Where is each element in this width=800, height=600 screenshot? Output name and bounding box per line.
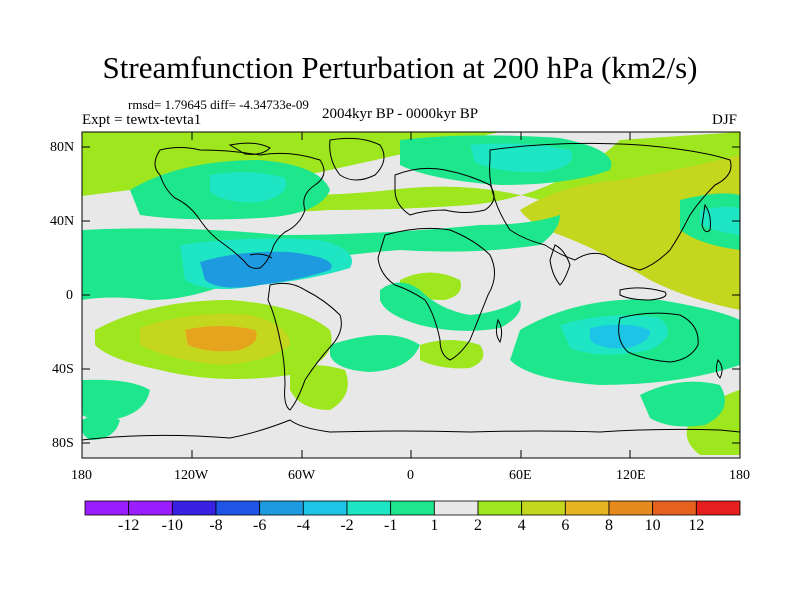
colorbar-label: -8 xyxy=(209,517,223,534)
neg-tropical-pacific-core xyxy=(200,251,332,288)
colorbar-swatch xyxy=(84,500,130,516)
lon-label-120w: 120W xyxy=(174,468,209,483)
colorbar-label: -1 xyxy=(383,517,398,534)
coast-africa xyxy=(377,227,495,361)
coast-europe xyxy=(394,167,495,216)
colorbar-label: -12 xyxy=(117,517,140,534)
lon-label-60e: 60E xyxy=(509,468,532,483)
colorbar-swatch xyxy=(346,500,392,516)
pos-s-pacific-core xyxy=(185,326,257,352)
colorbar-swatch xyxy=(695,500,741,516)
lon-label-0: 0 xyxy=(407,468,414,483)
colorbar-swatch xyxy=(608,500,654,516)
colorbar-swatch xyxy=(390,500,435,516)
neg-n-america-core xyxy=(210,172,287,203)
pos-s-africa xyxy=(420,340,484,369)
colorbar-swatch xyxy=(564,500,610,516)
colorbar-label: 6 xyxy=(561,517,570,534)
coastlines xyxy=(82,137,740,441)
lat-label-80s: 80S xyxy=(52,436,74,451)
pos-s-america xyxy=(290,365,348,410)
coast-asia xyxy=(489,142,732,271)
lat-label-eq: 0 xyxy=(66,288,73,303)
colorbar-swatch xyxy=(171,500,217,516)
coast-india xyxy=(549,244,571,286)
colorbar-swatch xyxy=(652,500,697,516)
lon-label-120e: 120E xyxy=(616,468,646,483)
coast-antarctica xyxy=(82,419,740,441)
axis-ticks xyxy=(81,132,741,458)
coast-caribbean xyxy=(249,253,273,259)
neg-s-atlantic xyxy=(330,335,420,372)
map-title: Streamfunction Perturbation at 200 hPa (… xyxy=(102,50,698,85)
lon-label-180e: 180 xyxy=(729,468,750,483)
colorbar-label: -2 xyxy=(340,517,354,534)
coast-north-america xyxy=(154,147,325,269)
neg-indian-peak xyxy=(590,324,651,349)
period-label: 2004kyr BP - 0000kyr BP xyxy=(322,106,479,122)
colorbar-label: 8 xyxy=(605,517,613,534)
neg-southern-ocean xyxy=(82,379,150,420)
lat-label-80n: 80N xyxy=(50,140,75,155)
coast-japan xyxy=(701,203,711,233)
colorbar-label: -4 xyxy=(296,517,310,534)
lat-label-40s: 40S xyxy=(52,362,74,377)
pos-n-atlantic xyxy=(210,132,740,300)
lon-label-60w: 60W xyxy=(288,468,316,483)
neg-se-pacific xyxy=(640,381,725,427)
coast-new-zealand xyxy=(715,359,723,379)
colorbar-swatch xyxy=(433,500,479,516)
colorbar-label: -10 xyxy=(161,517,183,534)
pos-asia-main xyxy=(520,155,740,310)
lon-label-180w: 180 xyxy=(71,468,92,483)
coast-south-america xyxy=(267,282,342,411)
lat-label-40n: 40N xyxy=(50,214,75,229)
neg-s-pacific-corner xyxy=(82,415,120,440)
neg-africa-mid xyxy=(380,282,521,331)
colorbar-label: 4 xyxy=(517,517,526,534)
coast-arctic-islands xyxy=(228,142,271,155)
neg-n-atlantic-core xyxy=(470,143,573,173)
colorbar xyxy=(84,500,741,516)
season-label: DJF xyxy=(712,112,738,128)
colorbar-label: 1 xyxy=(430,517,439,534)
colorbar-swatch xyxy=(259,500,304,516)
colorbar-label: 12 xyxy=(688,517,705,534)
colorbar-label: 2 xyxy=(474,517,482,534)
coast-greenland xyxy=(329,137,385,181)
colorbar-swatch xyxy=(302,500,348,516)
colorbar-swatch xyxy=(521,500,566,516)
colorbar-label: 10 xyxy=(644,517,661,534)
colorbar-swatch xyxy=(477,500,523,516)
colorbar-swatch xyxy=(215,500,261,516)
coast-madagascar xyxy=(495,318,503,344)
stats-text: rmsd= 1.79645 diff= -4.34733e-09 xyxy=(128,97,309,112)
colorbar-label: -6 xyxy=(252,517,267,534)
coast-indonesia xyxy=(619,287,667,301)
colorbar-swatch xyxy=(128,500,173,516)
experiment-label: Expt = tewtx-tevta1 xyxy=(82,112,202,128)
contour-field xyxy=(82,132,740,458)
pos-se-pacific-corner xyxy=(686,390,740,455)
coast-australia xyxy=(618,312,699,363)
